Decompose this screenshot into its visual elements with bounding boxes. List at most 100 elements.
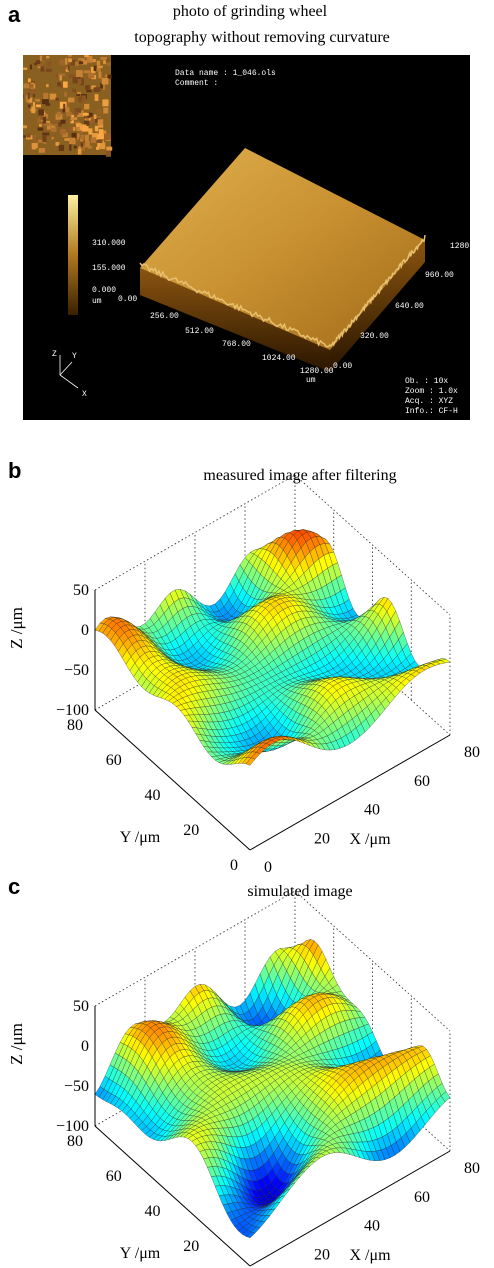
axis-label: 320.00 (360, 332, 389, 341)
texture (106, 147, 112, 151)
tick-label: 0 (81, 622, 89, 639)
texture (38, 128, 44, 131)
texture (52, 137, 54, 139)
texture (76, 123, 81, 127)
texture (39, 124, 42, 127)
axis-label: X (82, 390, 87, 399)
tick-label: 50 (73, 998, 89, 1015)
texture (57, 112, 61, 117)
texture (80, 100, 82, 103)
tick-label: 60 (106, 752, 122, 769)
texture (57, 82, 61, 86)
tick-label: 20 (183, 822, 199, 839)
texture (78, 149, 82, 155)
texture (46, 69, 52, 73)
tick-label: 20 (314, 1246, 330, 1263)
texture (43, 117, 46, 124)
texture (68, 65, 70, 71)
texture (63, 82, 68, 88)
texture (82, 95, 86, 102)
texture (71, 117, 77, 120)
texture (33, 94, 35, 97)
texture (69, 144, 71, 151)
texture (47, 62, 51, 66)
texture (68, 98, 74, 103)
texture (99, 129, 104, 134)
texture (43, 93, 48, 99)
texture (100, 142, 105, 149)
texture (103, 62, 106, 64)
texture (23, 68, 27, 70)
axis-label: um (306, 376, 316, 385)
panel-letter: a (8, 2, 21, 27)
texture (94, 114, 97, 119)
tick-label: 50 (73, 582, 89, 599)
axis-label: 1024.00 (262, 354, 296, 363)
texture (56, 74, 58, 77)
texture (89, 56, 92, 61)
texture (91, 137, 96, 143)
texture (86, 90, 91, 92)
texture (84, 70, 90, 73)
texture (82, 126, 88, 132)
texture (55, 98, 58, 101)
axis-label: 1280.00 (300, 367, 334, 376)
texture (93, 87, 100, 92)
texture (53, 124, 57, 126)
texture (62, 109, 65, 113)
texture (102, 99, 108, 106)
texture (40, 116, 42, 119)
panel-letter: b (8, 458, 21, 483)
axis-label: Acq. : XYZ (405, 397, 453, 406)
texture (76, 109, 80, 111)
axis-title: Z /μm (7, 607, 26, 649)
axis-label: Zoom : 1.0x (405, 387, 458, 396)
texture (31, 107, 35, 114)
tick-label: −50 (64, 1078, 89, 1095)
texture (60, 129, 66, 134)
axis-label: 960.00 (425, 271, 454, 280)
texture (32, 143, 37, 149)
texture (84, 55, 89, 57)
axis-label: Ob. : 10x (405, 377, 448, 386)
texture (39, 148, 45, 153)
texture (65, 58, 68, 65)
texture (74, 146, 77, 149)
texture (23, 83, 29, 88)
texture (38, 109, 43, 115)
texture (83, 113, 89, 116)
texture (106, 62, 110, 66)
texture (42, 99, 49, 104)
texture (103, 131, 106, 134)
axis-label: 155.000 (92, 264, 126, 273)
texture (59, 60, 64, 66)
tick-label: 60 (106, 1168, 122, 1185)
tick-label: X /μm (349, 1247, 391, 1264)
texture (97, 134, 104, 140)
tick-label: 80 (464, 1160, 480, 1177)
axis-label: Info.: CF-H (405, 407, 458, 416)
texture (60, 120, 65, 124)
texture (76, 70, 83, 77)
tick-label: 40 (364, 802, 380, 819)
data-name: Data name : 1_046.ols (175, 69, 276, 78)
texture (104, 134, 111, 140)
axis-label: um (92, 297, 102, 306)
texture (50, 94, 57, 100)
surface (95, 529, 450, 765)
texture (36, 105, 41, 108)
axis-label: Y (72, 352, 77, 361)
tick-label: 0 (230, 857, 238, 874)
texture (68, 127, 73, 131)
tick-label: −50 (64, 662, 89, 679)
texture (102, 78, 109, 85)
colorbar (68, 195, 78, 315)
tick-label: 60 (414, 1189, 430, 1206)
texture (46, 84, 49, 87)
texture (96, 147, 99, 150)
texture (55, 142, 59, 146)
texture (33, 71, 36, 73)
texture (103, 84, 105, 90)
texture (75, 61, 79, 65)
texture (95, 94, 99, 101)
